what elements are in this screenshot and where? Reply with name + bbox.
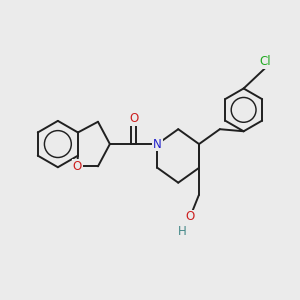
- Text: H: H: [178, 225, 187, 238]
- Text: N: N: [153, 138, 162, 151]
- Text: O: O: [73, 160, 82, 173]
- Text: O: O: [129, 112, 138, 125]
- Text: O: O: [185, 210, 195, 224]
- Text: Cl: Cl: [259, 55, 271, 68]
